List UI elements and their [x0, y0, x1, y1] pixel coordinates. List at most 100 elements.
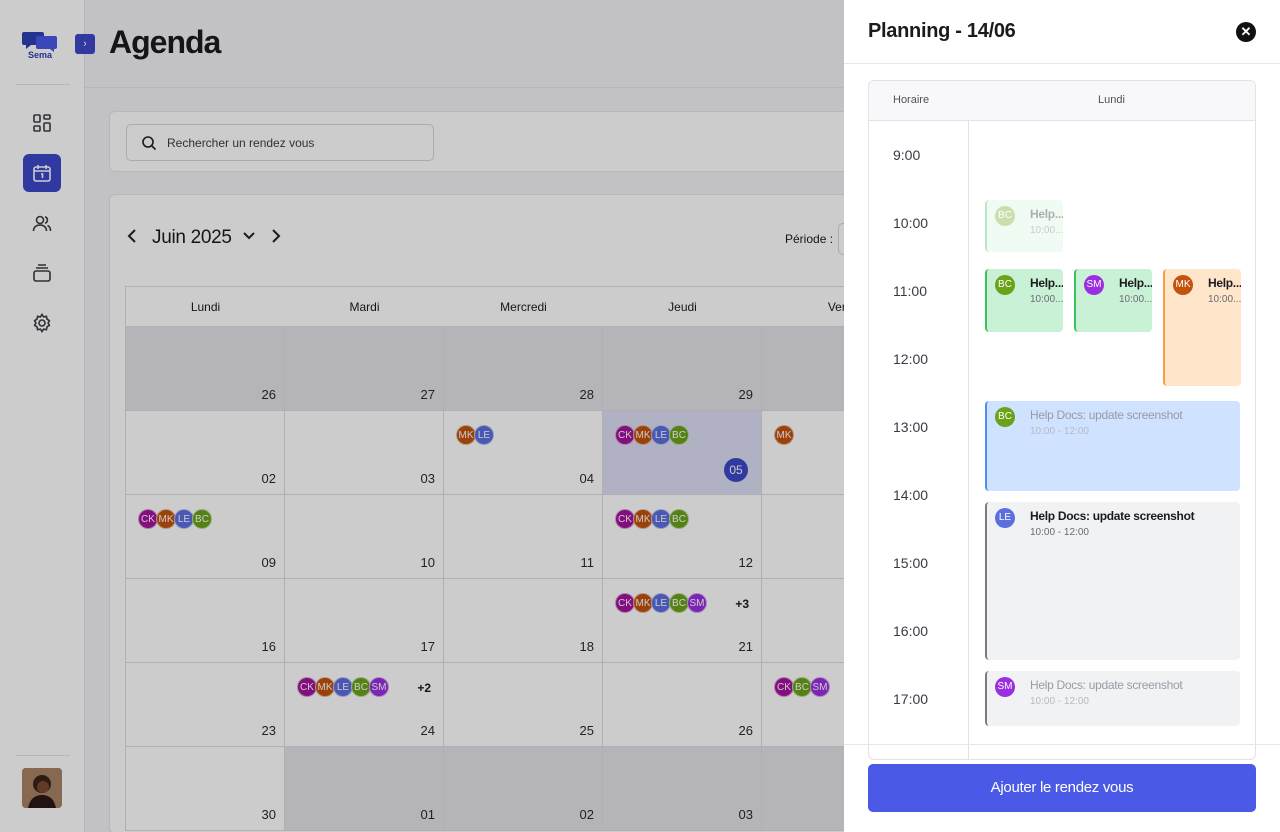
users-icon [32, 215, 52, 232]
attendee-avatar[interactable]: BC [669, 593, 689, 613]
attendee-avatar[interactable]: SM [687, 593, 707, 613]
time-slot-label: 16:00 [893, 623, 929, 639]
attendee-avatars: CK MK LE BC SM [615, 593, 707, 613]
calendar-day-cell[interactable]: CK MK LE BC SM +2 24 [285, 663, 444, 747]
calendar-day-cell[interactable]: 03 [603, 747, 762, 830]
calendar-day-cell[interactable]: 16 [126, 579, 285, 663]
sema-logo[interactable]: Sema [22, 30, 62, 62]
sidebar-item-users[interactable] [23, 204, 61, 242]
event-title: Help... [1119, 276, 1152, 290]
attendee-avatar[interactable]: MK [774, 425, 794, 445]
event-time: 10:00 - 12:00 [1030, 696, 1089, 707]
calendar-day-cell[interactable]: 28 [444, 327, 603, 411]
attendee-avatar[interactable]: BC [669, 509, 689, 529]
day-number: 12 [738, 555, 753, 570]
sidebar-item-agenda[interactable] [23, 154, 61, 192]
calendar-day-cell[interactable]: 10 [285, 495, 444, 579]
attendee-avatars: MK LE [456, 425, 494, 445]
modal-backdrop[interactable] [0, 0, 844, 832]
day-number: 05 [724, 458, 748, 482]
appointment-event[interactable]: MK Help... 10:00... [1163, 269, 1241, 386]
calendar-day-cell[interactable]: 03 [285, 411, 444, 495]
attendee-avatar[interactable]: LE [174, 509, 194, 529]
attendee-avatar[interactable]: BC [192, 509, 212, 529]
appointment-event[interactable]: BC Help Docs: update screenshot 10:00 - 12… [985, 401, 1240, 491]
close-icon: ✕ [1240, 24, 1252, 39]
day-number: 03 [738, 807, 753, 822]
appointment-event[interactable]: SM Help... 10:00... [1074, 269, 1152, 332]
sidebar-item-settings[interactable] [23, 304, 61, 342]
attendee-avatar: SM [1084, 275, 1104, 295]
calendar-day-cell[interactable]: 01 [285, 747, 444, 830]
attendee-avatar: LE [995, 508, 1015, 528]
calendar-day-cell[interactable]: CK MK LE BC 12 [603, 495, 762, 579]
calendar-day-cell[interactable]: 18 [444, 579, 603, 663]
close-button[interactable]: ✕ [1236, 22, 1256, 42]
calendar-day-cell[interactable]: CK MK LE BC 09 [126, 495, 285, 579]
day-number: 10 [420, 555, 435, 570]
appointment-event[interactable]: BC Help... 10:00... [985, 200, 1063, 252]
chevron-left-icon [127, 228, 136, 243]
sidebar: Sema [0, 0, 85, 832]
calendar-day-cell[interactable]: 25 [444, 663, 603, 747]
month-label[interactable]: Juin 2025 [152, 227, 232, 248]
calendar-day-cell[interactable]: 27 [285, 327, 444, 411]
calendar-day-cell[interactable]: 02 [126, 411, 285, 495]
day-number: 29 [738, 387, 753, 402]
attendee-avatar[interactable]: SM [810, 677, 830, 697]
event-title: Help... [1208, 276, 1241, 290]
more-attendees-count[interactable]: +3 [735, 597, 749, 611]
event-time: 10:00... [1030, 294, 1063, 305]
dashboard-icon [33, 114, 51, 132]
attendee-avatar[interactable]: CK [774, 677, 794, 697]
calendar-day-cell[interactable]: 30 [126, 747, 285, 830]
sidebar-item-dashboard[interactable] [23, 104, 61, 142]
drawer-title: Planning - 14/06 [868, 20, 1016, 42]
day-number: 26 [738, 723, 753, 738]
sidebar-item-stack[interactable] [23, 254, 61, 292]
calendar-day-cell[interactable]: 29 [603, 327, 762, 411]
appointment-event[interactable]: LE Help Docs: update screenshot 10:00 - 12… [985, 502, 1240, 660]
calendar-day-cell[interactable]: 26 [603, 663, 762, 747]
weekday-header: Jeudi [603, 287, 762, 327]
column-header-time: Horaire [893, 94, 930, 106]
search-icon [142, 136, 157, 151]
attendee-avatar[interactable]: LE [474, 425, 494, 445]
month-dropdown-button[interactable] [242, 229, 256, 248]
attendee-avatar[interactable]: BC [669, 425, 689, 445]
attendee-avatar[interactable]: CK [615, 509, 635, 529]
calendar-day-cell[interactable]: 23 [126, 663, 285, 747]
month-navigation: Juin 2025 [126, 225, 282, 251]
next-month-button[interactable] [270, 228, 282, 249]
more-attendees-count[interactable]: +2 [417, 681, 431, 695]
calendar-day-cell[interactable]: 17 [285, 579, 444, 663]
stack-icon [33, 264, 51, 282]
calendar-day-cell[interactable]: MK LE 04 [444, 411, 603, 495]
attendee-avatar[interactable]: SM [369, 677, 389, 697]
search-card: Rechercher un rendez vous [109, 111, 869, 172]
search-input[interactable]: Rechercher un rendez vous [126, 124, 434, 161]
attendee-avatar: SM [995, 677, 1015, 697]
appointment-event[interactable]: SM Help Docs: update screenshot 10:00 - 12… [985, 671, 1240, 726]
calendar-day-cell[interactable]: 26 [126, 327, 285, 411]
chevron-down-icon [242, 231, 255, 239]
sidebar-divider [16, 755, 70, 756]
appointment-event[interactable]: BC Help... 10:00... [985, 269, 1063, 332]
user-avatar[interactable] [22, 768, 62, 808]
add-appointment-button[interactable]: Ajouter le rendez vous [868, 764, 1256, 812]
sidebar-divider [16, 84, 70, 85]
day-number: 09 [261, 555, 276, 570]
calendar-day-cell[interactable]: CK MK LE BC SM +3 21 [603, 579, 762, 663]
calendar-day-cell[interactable]: 02 [444, 747, 603, 830]
calendar-day-cell[interactable]: CK MK LE BC 05 [603, 411, 762, 495]
event-time: 10:00... [1119, 294, 1152, 305]
sidebar-toggle-button[interactable]: › [75, 34, 95, 54]
attendee-avatar[interactable]: LE [333, 677, 353, 697]
time-slot-label: 17:00 [893, 691, 929, 707]
prev-month-button[interactable] [126, 228, 138, 249]
attendee-avatar[interactable]: MK [633, 509, 653, 529]
day-number: 04 [579, 471, 594, 486]
calendar-day-cell[interactable]: 11 [444, 495, 603, 579]
day-number: 24 [420, 723, 435, 738]
day-number: 16 [261, 639, 276, 654]
